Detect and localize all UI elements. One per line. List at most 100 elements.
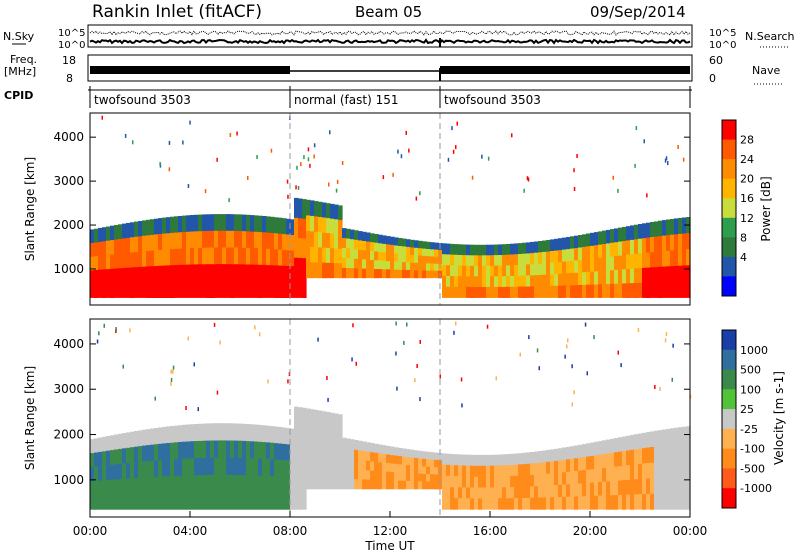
echo-cell bbox=[306, 408, 311, 425]
echo-cell bbox=[522, 264, 527, 277]
nsearch-series bbox=[89, 30, 691, 36]
echo-cell bbox=[450, 487, 455, 499]
echo-cell bbox=[314, 457, 319, 474]
echo-cell bbox=[474, 454, 479, 467]
noise-panel-frame bbox=[87, 24, 693, 48]
echo-cell bbox=[370, 479, 375, 490]
echo-cell bbox=[194, 441, 199, 459]
echo-cell bbox=[510, 254, 515, 266]
sparse-echo bbox=[451, 126, 453, 131]
echo-cell bbox=[190, 264, 195, 282]
echo-cell bbox=[142, 266, 147, 283]
velocity-colorbar-tick-label: -25 bbox=[740, 423, 758, 436]
echo-cell bbox=[254, 424, 259, 442]
echo-cell bbox=[526, 286, 531, 298]
echo-cell bbox=[582, 444, 587, 458]
echo-cell bbox=[630, 268, 635, 284]
echo-cell bbox=[122, 478, 127, 495]
echo-cell bbox=[198, 280, 203, 298]
echo-cell bbox=[618, 480, 623, 496]
echo-cell bbox=[434, 270, 439, 279]
echo-cell bbox=[578, 457, 583, 471]
echo-cell bbox=[538, 497, 543, 510]
echo-cell bbox=[494, 265, 499, 277]
echo-cell bbox=[454, 254, 459, 266]
echo-cell bbox=[614, 228, 619, 243]
sparse-echo bbox=[355, 361, 357, 366]
echo-cell bbox=[654, 221, 659, 237]
echo-cell bbox=[558, 285, 563, 298]
echo-cell bbox=[390, 463, 395, 473]
echo-cell bbox=[438, 453, 443, 461]
echo-cell bbox=[610, 283, 615, 298]
echo-cell bbox=[182, 248, 187, 266]
echo-cell bbox=[294, 277, 299, 298]
echo-cell bbox=[210, 230, 215, 248]
echo-cell bbox=[570, 484, 575, 498]
echo-cell bbox=[354, 479, 359, 490]
echo-cell bbox=[282, 427, 287, 445]
echo-cell bbox=[606, 284, 611, 298]
echo-cell bbox=[462, 454, 467, 466]
power-colorbar-tick-label: 16 bbox=[740, 192, 754, 205]
echo-cell bbox=[482, 255, 487, 267]
echo-cell bbox=[310, 473, 315, 490]
echo-cell bbox=[426, 459, 431, 467]
echo-cell bbox=[374, 479, 379, 490]
echo-cell bbox=[574, 458, 579, 472]
sparse-echo bbox=[267, 379, 269, 384]
sparse-echo bbox=[667, 161, 669, 166]
echo-cell bbox=[270, 459, 275, 477]
echo-cell bbox=[642, 282, 647, 298]
echo-cell bbox=[162, 443, 167, 461]
echo-cell bbox=[126, 493, 131, 510]
echo-cell bbox=[178, 492, 183, 510]
echo-cell bbox=[602, 284, 607, 298]
echo-cell bbox=[490, 276, 495, 288]
echo-cell bbox=[298, 448, 303, 469]
sparse-echo bbox=[654, 385, 656, 389]
echo-cell bbox=[226, 230, 231, 248]
echo-cell bbox=[210, 492, 215, 510]
echo-cell bbox=[370, 242, 375, 252]
echo-cell bbox=[494, 487, 499, 499]
echo-cell bbox=[562, 237, 567, 250]
echo-cell bbox=[326, 218, 331, 234]
echo-cell bbox=[138, 282, 143, 298]
echo-cell bbox=[682, 459, 687, 477]
echo-cell bbox=[318, 426, 323, 443]
echo-cell bbox=[522, 475, 527, 488]
echo-cell bbox=[338, 459, 343, 475]
echo-cell bbox=[678, 217, 683, 235]
echo-cell bbox=[378, 234, 383, 244]
echo-cell bbox=[654, 493, 659, 510]
echo-cell bbox=[614, 495, 619, 510]
velocity-cpid-lines bbox=[289, 319, 441, 517]
echo-cell bbox=[294, 447, 299, 469]
sparse-echo bbox=[576, 154, 578, 158]
sparse-echo bbox=[170, 377, 173, 382]
echo-cell bbox=[102, 480, 107, 496]
echo-cell bbox=[122, 463, 127, 480]
echo-cell bbox=[374, 260, 379, 270]
echo-cell bbox=[506, 487, 511, 499]
echo-cell bbox=[290, 235, 295, 251]
echo-cell bbox=[386, 445, 391, 455]
echo-cell bbox=[486, 465, 491, 478]
echo-cell bbox=[442, 486, 447, 499]
echo-cell bbox=[162, 281, 167, 298]
echo-cell bbox=[214, 423, 219, 441]
echo-cell bbox=[458, 476, 463, 488]
echo-cell bbox=[114, 449, 119, 465]
echo-cell bbox=[214, 457, 219, 476]
echo-cell bbox=[610, 438, 615, 454]
echo-cell bbox=[486, 255, 491, 267]
echo-cell bbox=[270, 281, 275, 298]
echo-cell bbox=[538, 486, 543, 499]
echo-cell bbox=[174, 248, 179, 266]
echo-cell bbox=[114, 225, 119, 240]
echo-cell bbox=[290, 477, 295, 494]
echo-cell bbox=[110, 479, 115, 495]
echo-cell bbox=[234, 423, 239, 442]
